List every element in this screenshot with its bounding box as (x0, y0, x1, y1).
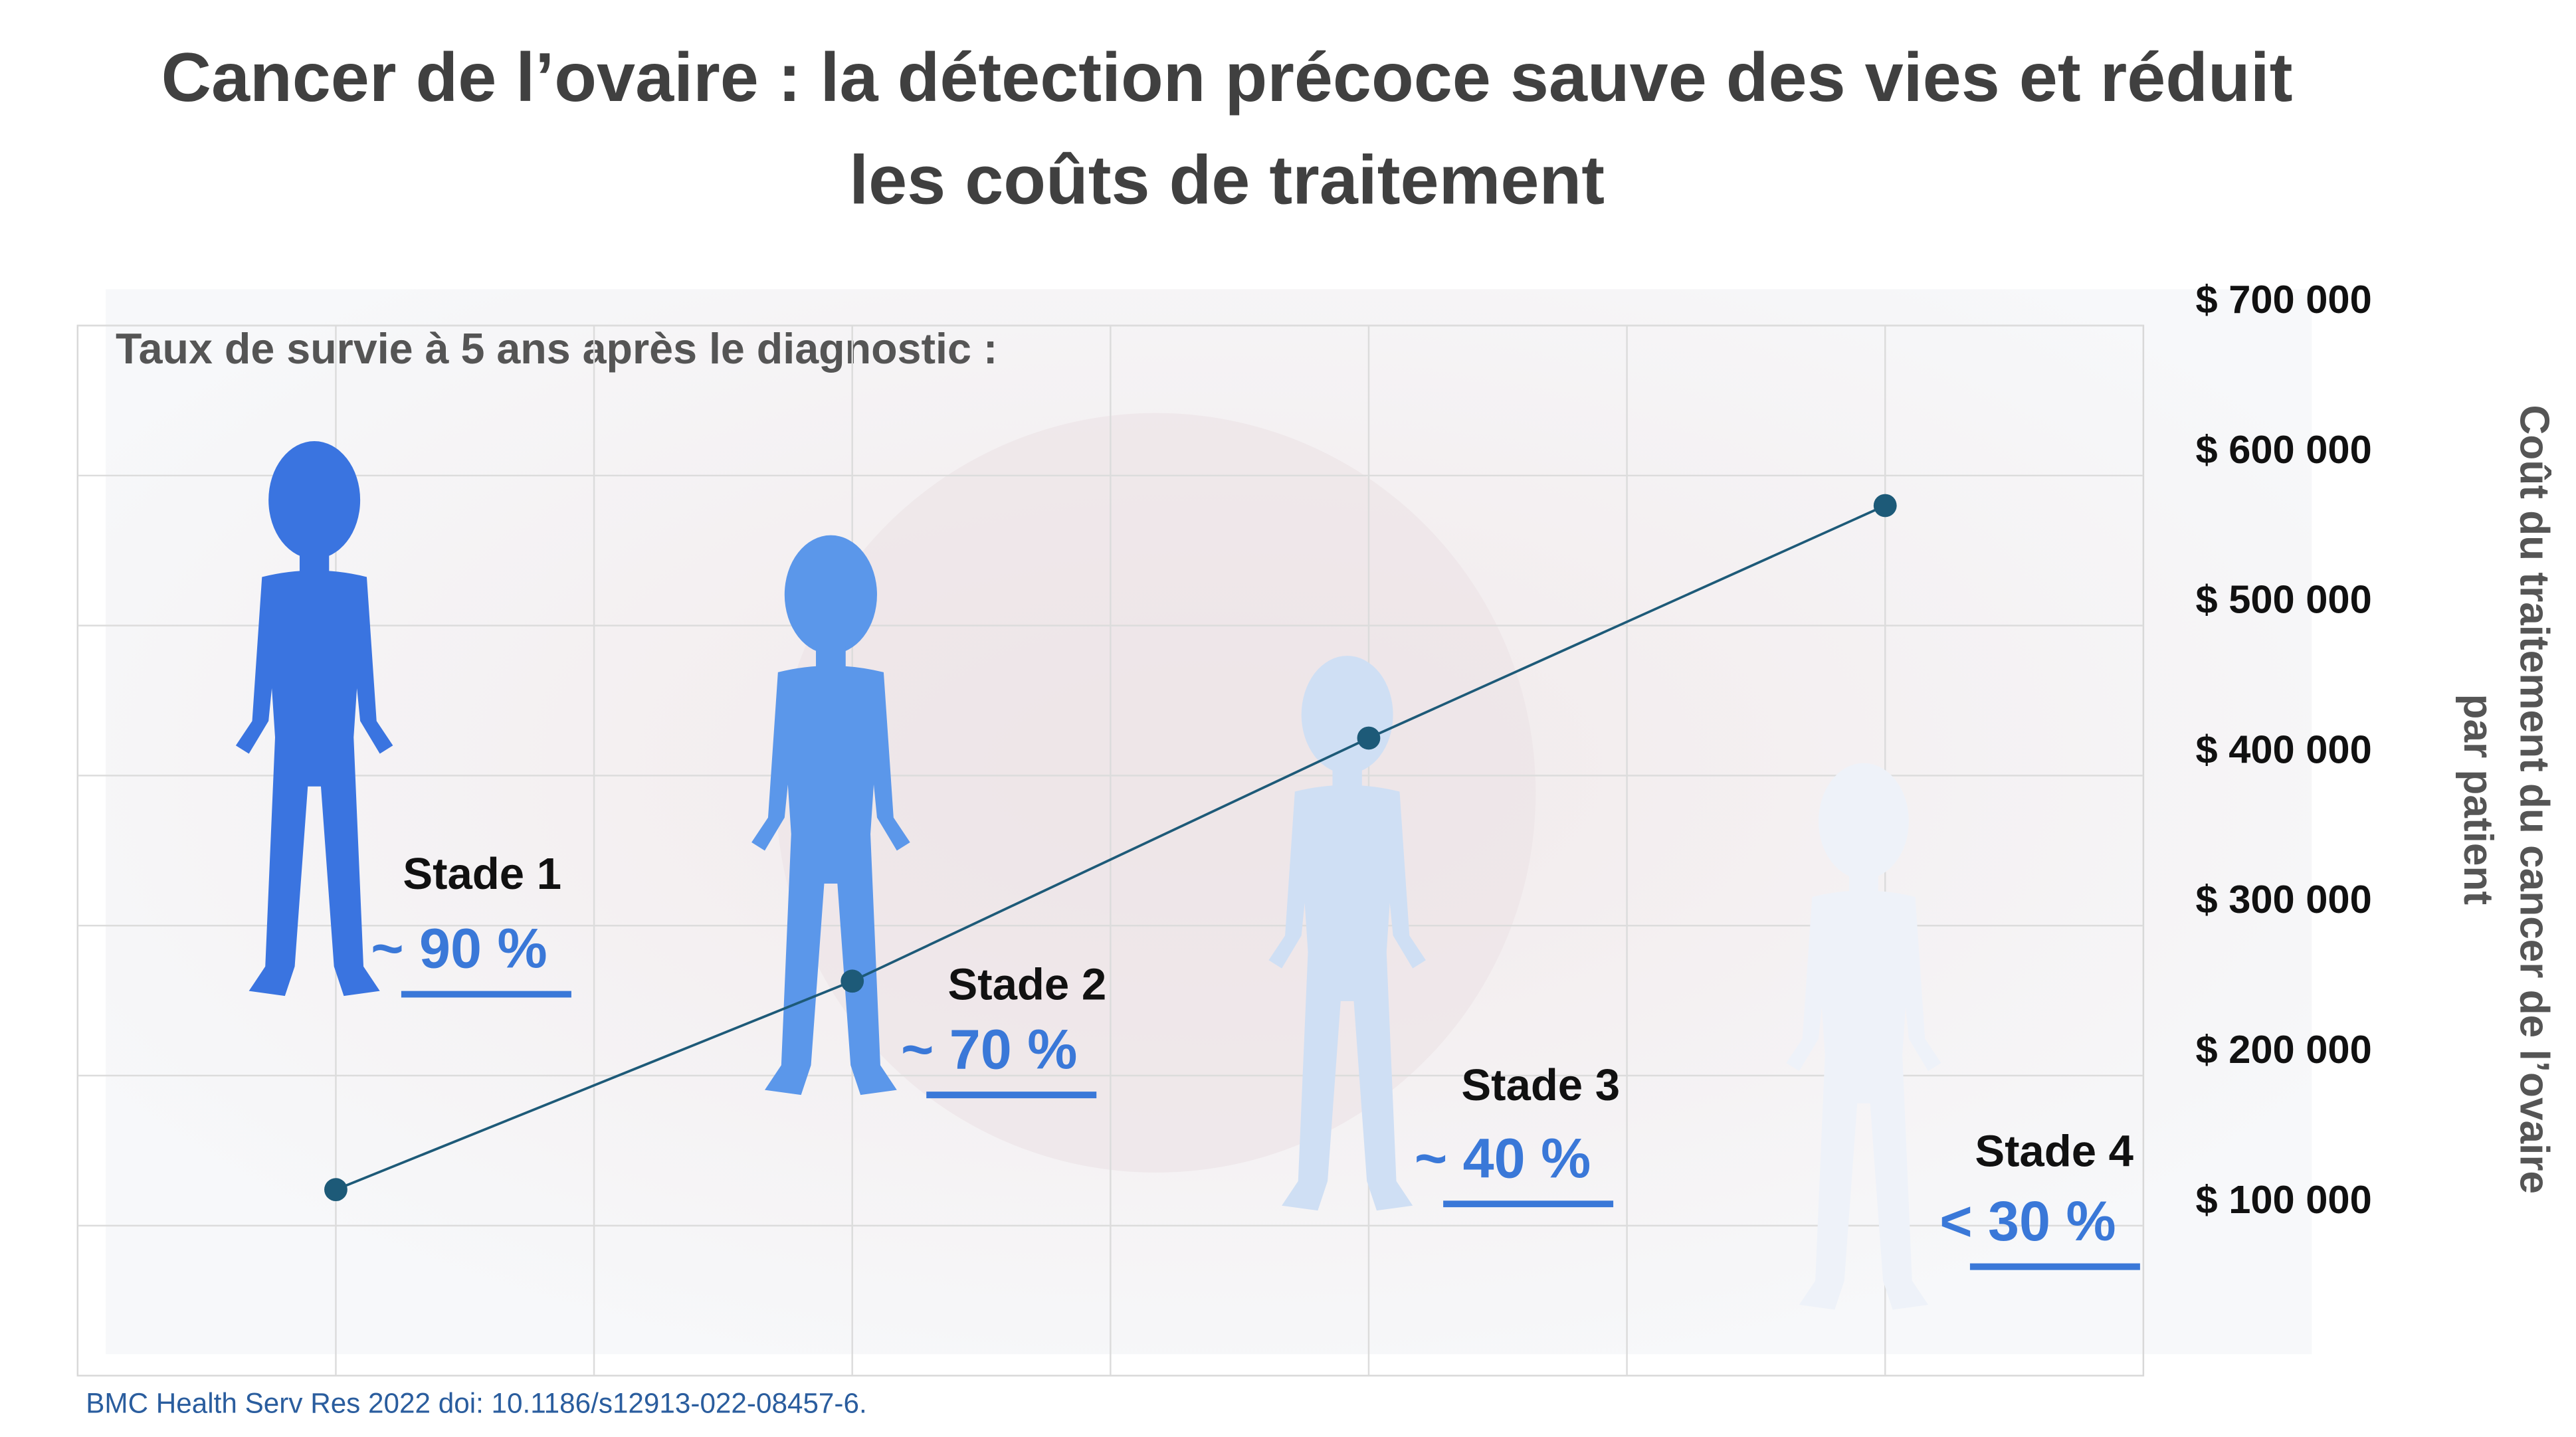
survival-label: ~ 90 % (371, 917, 547, 980)
y-tick-label: $ 500 000 (2195, 577, 2371, 622)
cost-point (1357, 726, 1381, 750)
chart-title: les coûts de traitement (849, 142, 1605, 219)
y-tick-label: $ 300 000 (2195, 877, 2371, 921)
person-figure (235, 440, 393, 997)
y-tick-label: $ 700 000 (2195, 277, 2371, 322)
person-figure (751, 535, 910, 1096)
chart-title: Cancer de l’ovaire : la détection précoc… (161, 39, 2293, 116)
cost-line (335, 504, 1886, 1191)
figure-body (1268, 785, 1426, 1211)
survival-label: ~ 70 % (901, 1018, 1077, 1080)
figure-head (1301, 656, 1393, 774)
y-axis-label: par patient (2455, 694, 2501, 905)
y-tick-label: $ 200 000 (2195, 1027, 2371, 1072)
person-figure (1786, 763, 1941, 1310)
y-tick-label: $ 400 000 (2195, 727, 2371, 771)
cost-point (841, 969, 864, 993)
stage-label: Stade 3 (1461, 1060, 1620, 1110)
stage-label: Stade 2 (947, 959, 1106, 1009)
source: BMC Health Serv Res 2022 doi: 10.1186/s1… (86, 1388, 867, 1419)
figure-body (751, 665, 910, 1096)
figure-head (268, 440, 361, 559)
person-figure (1268, 656, 1426, 1211)
cost-point (324, 1178, 347, 1202)
survival-label: < 30 % (1939, 1190, 2116, 1252)
survival-label: ~ 40 % (1415, 1127, 1591, 1189)
y-axis-label: Coût du traitement du cancer de l’ovaire (2511, 405, 2557, 1195)
y-tick-label: $ 100 000 (2195, 1177, 2371, 1222)
figure-head (784, 535, 877, 654)
y-tick-label: $ 600 000 (2195, 427, 2371, 472)
figure-body (1786, 890, 1941, 1310)
figure-head (1818, 763, 1909, 880)
subtitle: Taux de survie à 5 ans après le diagnost… (116, 325, 997, 373)
stage-label: Stade 4 (1975, 1126, 2133, 1176)
figure-body (235, 570, 393, 997)
cost-point (1873, 494, 1897, 518)
stage-label: Stade 1 (403, 849, 561, 899)
